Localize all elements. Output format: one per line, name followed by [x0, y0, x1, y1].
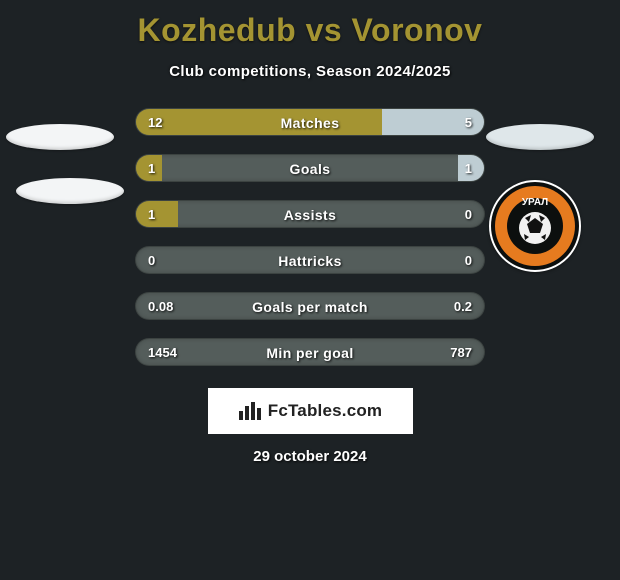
club-badge-right: УРАЛ: [489, 180, 581, 272]
bar-label: Min per goal: [136, 339, 484, 366]
bar-label: Goals per match: [136, 293, 484, 320]
stat-bar: 10Assists: [135, 200, 485, 228]
chart-container: Kozhedub vs Voronov Club competitions, S…: [0, 0, 620, 580]
bar-label: Matches: [136, 109, 484, 136]
club-badge-icon: УРАЛ: [491, 182, 579, 270]
bar-label: Assists: [136, 201, 484, 228]
bars-list: 125Matches 11Goals 10Assists 00Hattricks 0.0…: [135, 108, 485, 366]
bar-label: Goals: [136, 155, 484, 182]
bars-icon: [238, 401, 262, 421]
stat-bar: 125Matches: [135, 108, 485, 136]
side-widget-left-2: [16, 178, 124, 204]
watermark: FcTables.com: [208, 388, 413, 434]
stat-bar: 11Goals: [135, 154, 485, 182]
side-widget-left-1: [6, 124, 114, 150]
footer-date: 29 october 2024: [253, 448, 366, 465]
svg-text:УРАЛ: УРАЛ: [522, 197, 548, 208]
side-widget-right-1: [486, 124, 594, 150]
stat-bar: 00Hattricks: [135, 246, 485, 274]
stat-bar: 0.080.2Goals per match: [135, 292, 485, 320]
subtitle: Club competitions, Season 2024/2025: [169, 63, 451, 80]
bar-label: Hattricks: [136, 247, 484, 274]
watermark-text: FcTables.com: [268, 401, 383, 421]
page-title: Kozhedub vs Voronov: [138, 12, 483, 49]
stat-bar: 1454787Min per goal: [135, 338, 485, 366]
